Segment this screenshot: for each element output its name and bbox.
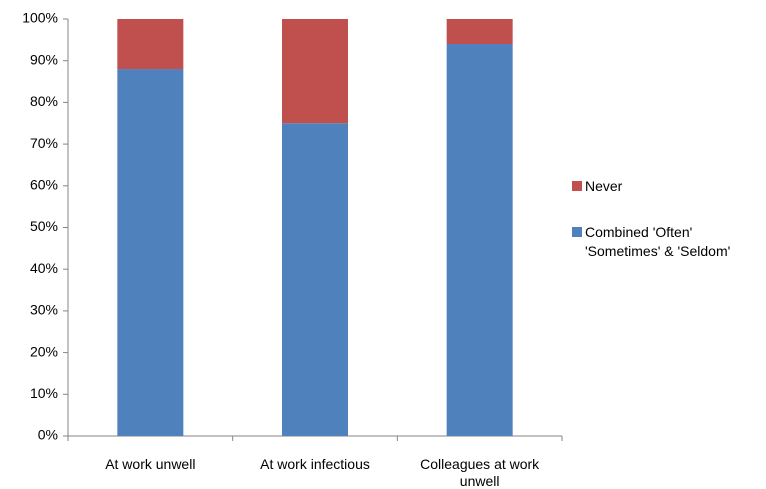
legend-item: Never [572, 177, 762, 196]
legend-label: Never [585, 178, 623, 194]
y-tick-label: 0% [38, 427, 58, 443]
bar-segment [446, 44, 513, 437]
legend-swatch [572, 227, 582, 237]
y-tick-label: 90% [30, 51, 58, 67]
bar-segment [446, 19, 513, 45]
x-tick-label: At work infectious [260, 456, 370, 472]
y-tick-label: 80% [30, 93, 58, 109]
x-tick-label: At work unwell [105, 456, 196, 472]
legend-label: Combined 'Often' 'Sometimes' & 'Seldom' [585, 224, 731, 259]
bar-segment [282, 123, 348, 436]
bar-segment [117, 19, 184, 70]
bar-segment [117, 69, 184, 436]
y-tick-label: 20% [30, 343, 58, 359]
y-tick-label: 30% [30, 302, 58, 318]
y-tick-label: 70% [30, 135, 58, 151]
y-tick-label: 50% [30, 218, 58, 234]
legend-item: Combined 'Often' 'Sometimes' & 'Seldom' [572, 223, 762, 261]
y-tick-label: 100% [22, 10, 58, 26]
legend-swatch [572, 181, 582, 191]
bar-segment [282, 19, 348, 124]
y-tick-label: 10% [30, 385, 58, 401]
y-tick-label: 40% [30, 260, 58, 276]
y-tick-label: 60% [30, 177, 58, 193]
x-tick-label: Colleagues at work unwell [420, 456, 540, 489]
